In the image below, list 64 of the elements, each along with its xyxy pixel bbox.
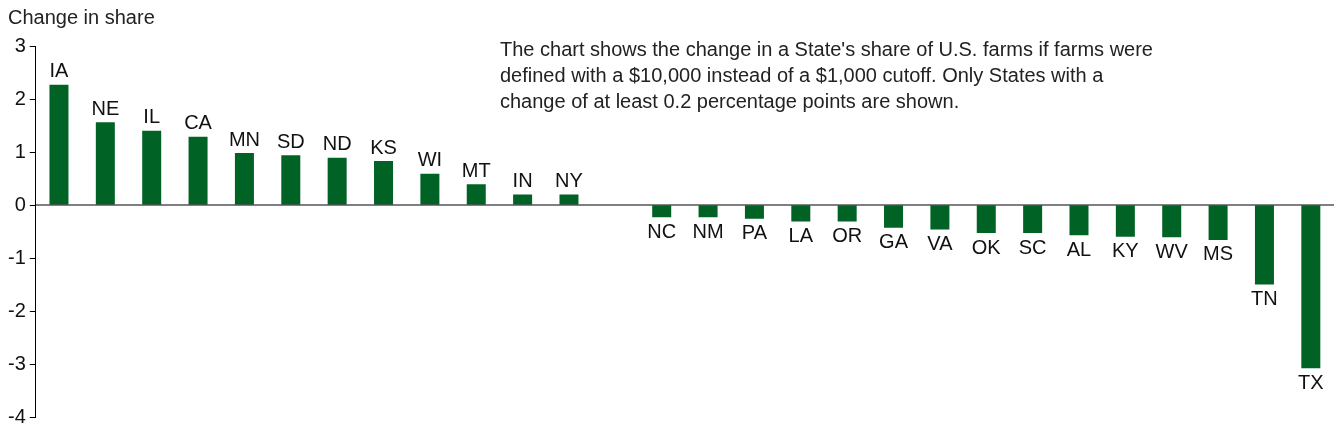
x-tick-label: GA xyxy=(879,230,909,253)
x-tick-label: MT xyxy=(461,158,491,181)
y-tick-label: -3 xyxy=(7,351,26,374)
x-tick-label: OK xyxy=(971,235,1002,258)
bar xyxy=(188,136,208,205)
y-tick-label: 0 xyxy=(14,192,26,215)
x-tick-label: TN xyxy=(1251,287,1278,310)
y-axis-title: Change in share xyxy=(8,6,155,29)
y-tick-label: 2 xyxy=(14,86,26,109)
bar xyxy=(374,161,394,205)
x-tick-label: KS xyxy=(370,135,397,158)
x-tick-label: NM xyxy=(692,219,724,242)
bar xyxy=(95,122,115,205)
x-tick-label: WI xyxy=(417,148,443,171)
x-tick-label: NC xyxy=(647,219,677,242)
x-tick-label: TX xyxy=(1298,370,1324,393)
x-tick-label: VA xyxy=(927,231,954,254)
bar xyxy=(1208,205,1228,240)
bar xyxy=(513,194,533,205)
bar xyxy=(1162,205,1182,238)
y-tick-label: -1 xyxy=(7,245,26,268)
x-tick-label: AL xyxy=(1066,237,1092,260)
annotation: The chart shows the change in a State's share of U.S. farms if farms were defined with a $10,000 instead of a $1,000 cutoff. Only States with a change of at least 0.2 percentage points are shown. xyxy=(500,37,1154,114)
y-tick-label: 1 xyxy=(14,139,26,162)
y-tick-label: -2 xyxy=(7,298,26,321)
bar xyxy=(1254,205,1274,285)
x-tick-label: IL xyxy=(143,105,161,128)
x-tick-label: IN xyxy=(512,168,533,191)
bar xyxy=(1023,205,1043,234)
bar xyxy=(234,153,254,205)
bar xyxy=(976,205,996,234)
x-tick-label: NE xyxy=(91,96,120,119)
bar xyxy=(466,184,486,205)
bar xyxy=(1069,205,1089,236)
x-tick-label: SD xyxy=(276,129,305,152)
x-tick-label: LA xyxy=(788,223,814,246)
bar xyxy=(559,194,579,205)
x-tick-label: SC xyxy=(1018,235,1047,258)
y-tick-label: 3 xyxy=(14,33,26,56)
x-tick-label: PA xyxy=(741,221,768,244)
bar xyxy=(698,205,718,218)
x-tick-label: KY xyxy=(1112,239,1139,262)
y-tick-label: -4 xyxy=(7,404,26,427)
x-tick-label: CA xyxy=(184,111,213,134)
bar xyxy=(744,205,764,219)
bar xyxy=(420,173,440,205)
bar xyxy=(327,157,347,205)
bar xyxy=(1115,205,1135,237)
x-tick-label: OR xyxy=(832,223,863,246)
bar xyxy=(49,84,69,205)
bar xyxy=(791,205,811,222)
x-tick-label: MS xyxy=(1203,242,1234,265)
x-tick-label: MN xyxy=(228,127,260,150)
bar xyxy=(884,205,904,228)
x-tick-label: ND xyxy=(322,132,352,155)
x-tick-label: NY xyxy=(555,168,583,191)
bar xyxy=(142,130,162,205)
bar xyxy=(837,205,857,222)
x-tick-label: IA xyxy=(49,59,70,82)
bar xyxy=(281,155,301,205)
x-tick-label: WV xyxy=(1155,239,1189,262)
bar xyxy=(1301,205,1321,369)
bar xyxy=(652,205,672,218)
bar xyxy=(930,205,950,230)
